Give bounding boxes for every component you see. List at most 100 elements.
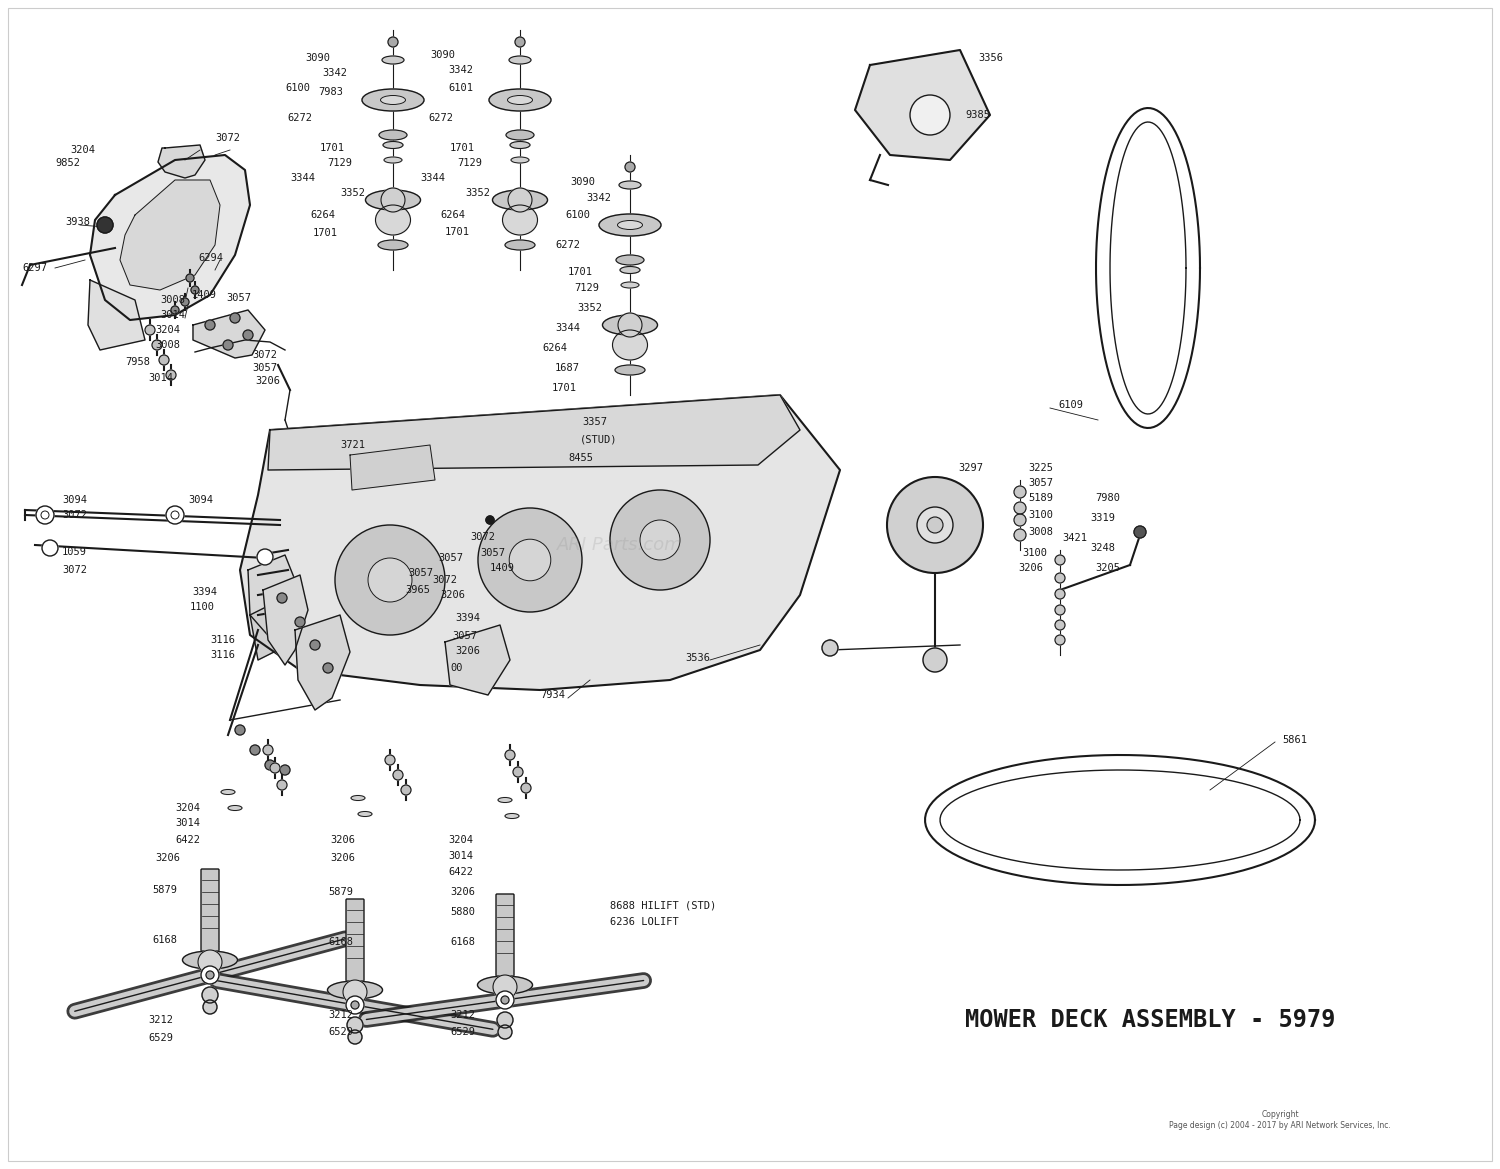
Polygon shape <box>296 615 350 710</box>
Circle shape <box>146 325 154 336</box>
Circle shape <box>186 274 194 282</box>
Ellipse shape <box>616 255 644 265</box>
Text: 3319: 3319 <box>1090 513 1114 523</box>
Text: 1409: 1409 <box>192 290 217 300</box>
Text: (STUD): (STUD) <box>580 435 618 445</box>
Ellipse shape <box>489 89 550 111</box>
Ellipse shape <box>380 130 406 140</box>
Text: 9852: 9852 <box>56 158 80 168</box>
Circle shape <box>206 971 214 978</box>
Text: 1100: 1100 <box>190 602 214 613</box>
Text: 5879: 5879 <box>152 885 177 895</box>
Circle shape <box>256 549 273 565</box>
Circle shape <box>266 760 274 770</box>
Text: 9385: 9385 <box>964 110 990 120</box>
Text: 3206: 3206 <box>255 376 280 386</box>
Text: 6297: 6297 <box>22 263 46 274</box>
Text: 3072: 3072 <box>62 565 87 575</box>
Text: 3204: 3204 <box>154 325 180 336</box>
Ellipse shape <box>506 130 534 140</box>
Circle shape <box>610 490 710 590</box>
Circle shape <box>520 783 531 793</box>
Text: 1701: 1701 <box>450 143 476 153</box>
Text: 7129: 7129 <box>574 283 598 293</box>
Circle shape <box>322 663 333 673</box>
Circle shape <box>1014 530 1026 541</box>
Text: 3357: 3357 <box>582 417 608 427</box>
Text: 3100: 3100 <box>1028 510 1053 520</box>
Circle shape <box>922 648 946 672</box>
Ellipse shape <box>228 805 242 810</box>
Text: 6272: 6272 <box>286 113 312 123</box>
Text: 3014: 3014 <box>148 373 172 383</box>
Text: 00: 00 <box>450 663 462 673</box>
Text: 3938: 3938 <box>64 217 90 227</box>
Polygon shape <box>446 625 510 696</box>
Circle shape <box>344 980 368 1004</box>
Text: 3356: 3356 <box>978 53 1004 63</box>
Text: 6272: 6272 <box>427 113 453 123</box>
Text: 3248: 3248 <box>1090 542 1114 553</box>
Text: 3057: 3057 <box>438 553 464 563</box>
Circle shape <box>1054 555 1065 565</box>
Text: 1701: 1701 <box>552 383 578 393</box>
Text: 5879: 5879 <box>328 887 352 897</box>
Circle shape <box>478 509 582 613</box>
Text: 3072: 3072 <box>62 510 87 520</box>
Polygon shape <box>251 606 278 660</box>
Text: 7983: 7983 <box>318 87 344 97</box>
Circle shape <box>36 506 54 524</box>
Ellipse shape <box>498 797 512 802</box>
Text: 3965: 3965 <box>405 584 430 595</box>
Text: 8455: 8455 <box>568 454 592 463</box>
Text: 3116: 3116 <box>210 635 236 645</box>
Circle shape <box>509 539 550 581</box>
Text: 3094: 3094 <box>188 494 213 505</box>
Circle shape <box>334 525 446 635</box>
Text: 5189: 5189 <box>1028 493 1053 503</box>
Polygon shape <box>90 155 251 320</box>
Ellipse shape <box>509 56 531 64</box>
Text: 3057: 3057 <box>252 364 278 373</box>
Text: 3206: 3206 <box>1019 563 1042 573</box>
Ellipse shape <box>378 240 408 250</box>
Text: 3205: 3205 <box>1095 563 1120 573</box>
Circle shape <box>348 1030 361 1044</box>
Ellipse shape <box>351 795 364 801</box>
Polygon shape <box>855 50 990 160</box>
Text: 7980: 7980 <box>1095 493 1120 503</box>
Circle shape <box>916 507 952 542</box>
Circle shape <box>1054 606 1065 615</box>
Text: 3297: 3297 <box>958 463 982 473</box>
Ellipse shape <box>366 191 420 210</box>
Text: 6168: 6168 <box>152 935 177 945</box>
Text: 3352: 3352 <box>340 188 364 198</box>
Polygon shape <box>158 145 206 178</box>
Circle shape <box>310 639 320 650</box>
Ellipse shape <box>477 976 532 994</box>
Text: 3014: 3014 <box>448 851 472 862</box>
Text: 6109: 6109 <box>1058 400 1083 410</box>
Circle shape <box>1054 635 1065 645</box>
Polygon shape <box>262 575 308 665</box>
Circle shape <box>381 188 405 212</box>
Text: 3072: 3072 <box>252 350 278 360</box>
Text: 8688 HILIFT (STD): 8688 HILIFT (STD) <box>610 900 717 909</box>
Circle shape <box>496 1012 513 1028</box>
Polygon shape <box>120 180 220 290</box>
Circle shape <box>1054 573 1065 583</box>
Circle shape <box>40 511 50 519</box>
Circle shape <box>202 999 217 1014</box>
Text: 6264: 6264 <box>542 343 567 353</box>
FancyBboxPatch shape <box>496 894 514 976</box>
Text: 3206: 3206 <box>450 887 476 897</box>
Ellipse shape <box>503 205 537 235</box>
Text: 6529: 6529 <box>328 1028 352 1037</box>
Circle shape <box>262 745 273 755</box>
Circle shape <box>486 516 494 524</box>
Circle shape <box>202 987 217 1003</box>
Text: 6264: 6264 <box>440 210 465 220</box>
Text: 6100: 6100 <box>285 83 310 94</box>
Ellipse shape <box>358 811 372 816</box>
Ellipse shape <box>612 330 648 360</box>
